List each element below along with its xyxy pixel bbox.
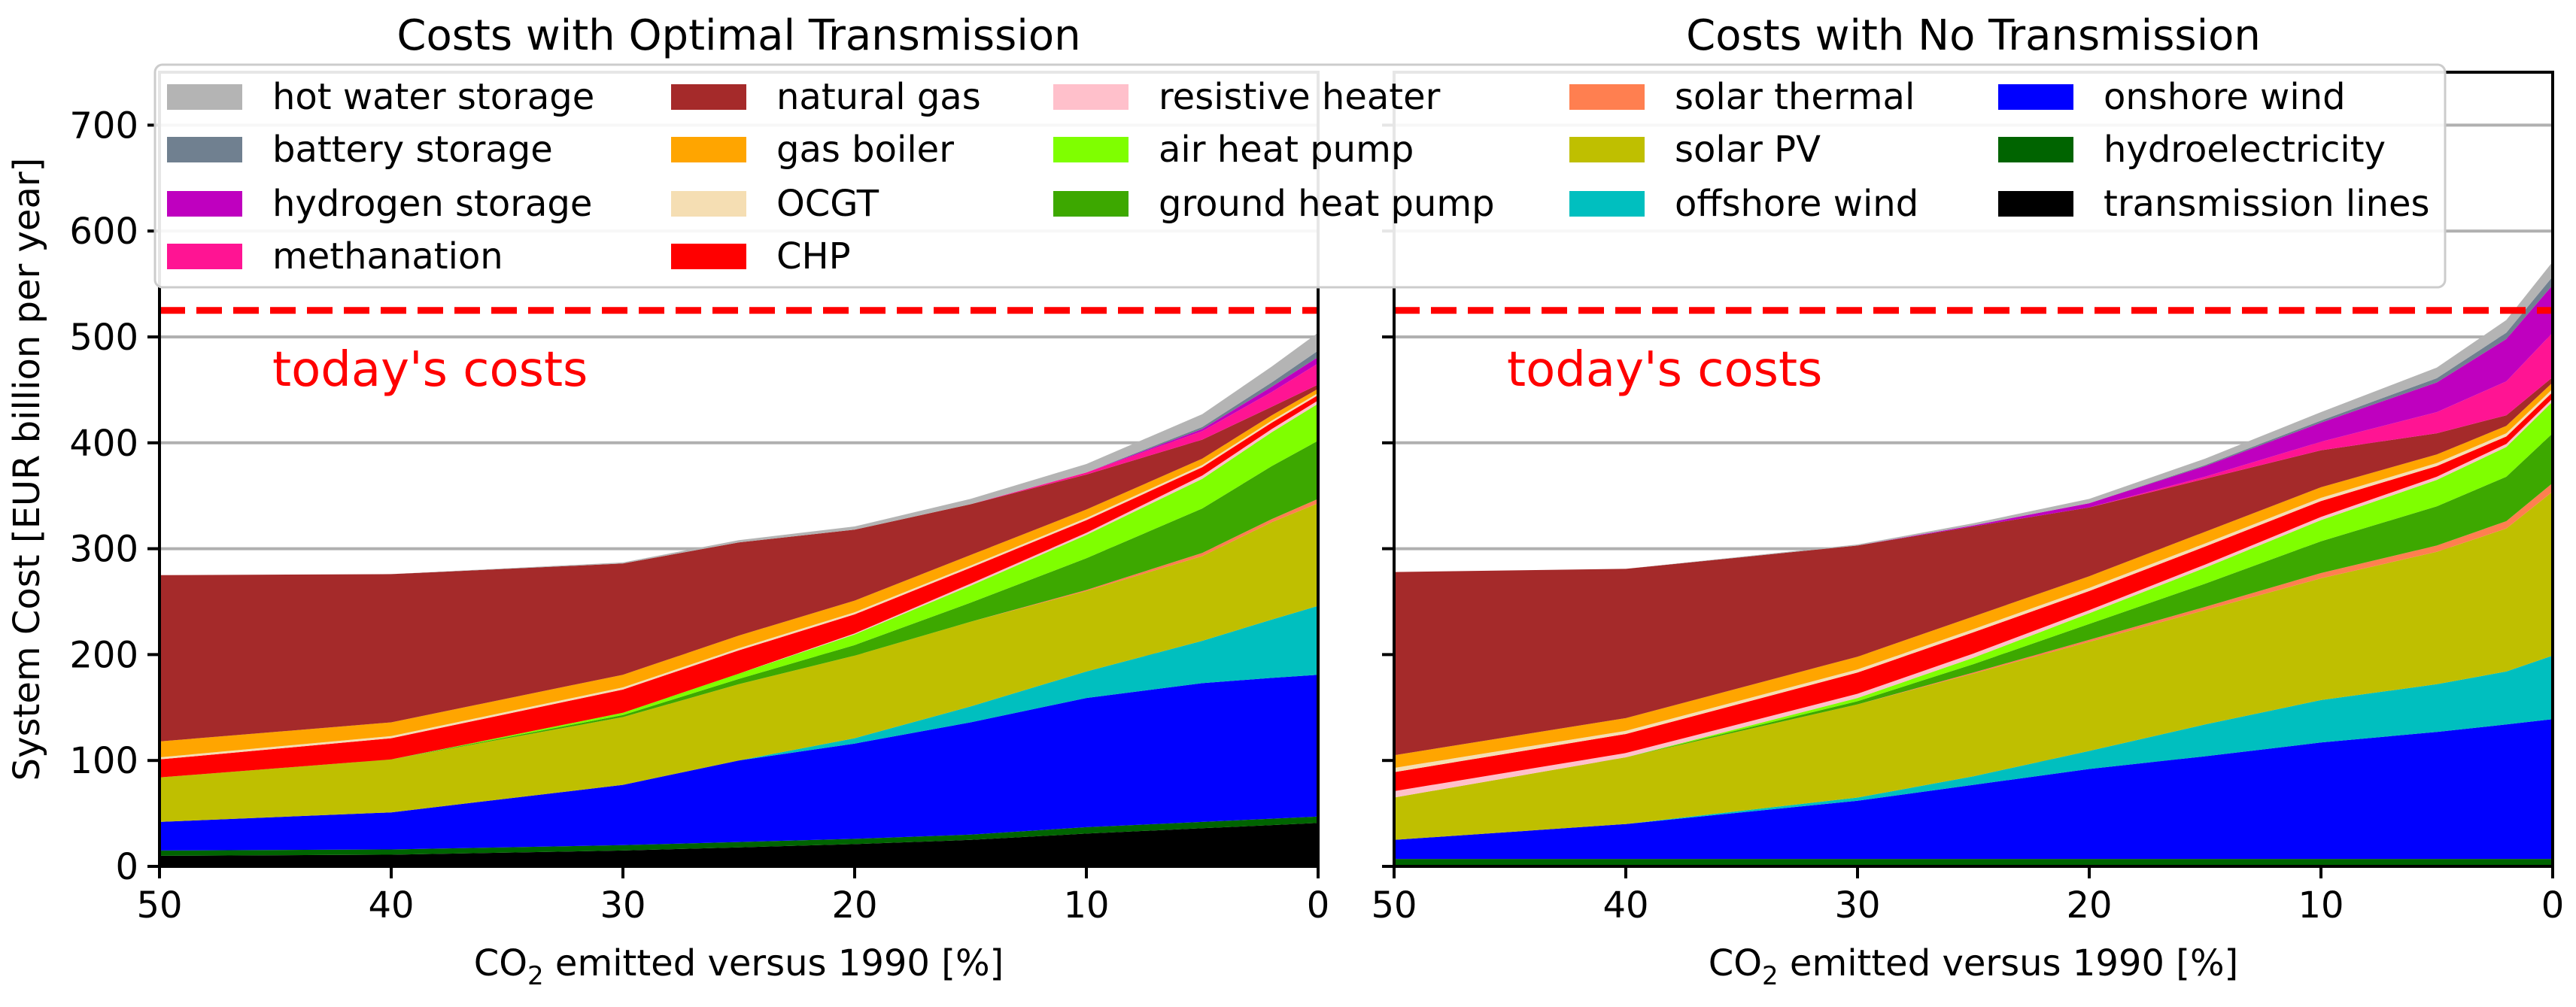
legend-swatch [167, 84, 242, 110]
legend-item-gas-boiler: gas boiler [671, 129, 954, 171]
legend-label: OCGT [776, 183, 879, 225]
x-tick-label: 0 [1307, 884, 1330, 927]
legend-item-resistive-heater: resistive heater [1053, 76, 1441, 118]
legend-swatch [167, 244, 242, 269]
area-solar-pv [159, 503, 1318, 822]
stacked-areas [159, 332, 1318, 866]
legend-swatch [1569, 191, 1645, 217]
legend-label: ground heat pump [1159, 183, 1495, 225]
area-hydroelectricity [159, 816, 1318, 856]
legend-swatch [671, 137, 746, 162]
x-tick-label: 20 [2066, 884, 2112, 927]
x-tick-label: 40 [1602, 884, 1648, 927]
legend-item-battery-storage: battery storage [167, 129, 553, 171]
legend-label: air heat pump [1159, 129, 1414, 171]
stacked-areas [1394, 262, 2553, 866]
y-axis-label: System Cost [EUR billion per year] [6, 158, 48, 781]
y-axis-ticks: 0 100 200 300 400 500 600 700 [69, 105, 159, 888]
area-hydrogen-storage [1394, 285, 2553, 572]
legend-item-transmission-lines: transmission lines [1998, 183, 2430, 225]
legend-label: onshore wind [2104, 76, 2346, 118]
legend-item-natural-gas: natural gas [671, 76, 981, 118]
y-tick-label: 400 [69, 423, 138, 465]
chart-title: Costs with Optimal Transmission [396, 11, 1080, 60]
legend-swatch [1053, 191, 1129, 217]
y-tick-label: 600 [69, 211, 138, 253]
legend-item-ground-heat-pump: ground heat pump [1053, 183, 1495, 225]
legend-label: natural gas [776, 76, 981, 118]
legend-swatch [1569, 137, 1645, 162]
x-tick-label: 50 [136, 884, 182, 927]
x-tick-label: 20 [831, 884, 877, 927]
legend-item-ocgt: OCGT [671, 183, 879, 225]
legend-item-hot-water-storage: hot water storage [167, 76, 594, 118]
area-onshore-wind [1394, 719, 2553, 860]
legend-item-methanation: methanation [167, 235, 503, 278]
legend-label: gas boiler [776, 129, 954, 171]
y-tick-label: 700 [69, 105, 138, 147]
x-axis-label: CO2 emitted versus 1990 [%] [474, 942, 1004, 991]
legend-swatch [1998, 191, 2073, 217]
area-transmission-lines [159, 823, 1318, 866]
legend-label: hot water storage [272, 76, 594, 118]
area-hydroelectricity [1394, 859, 2553, 866]
area-onshore-wind [159, 675, 1318, 851]
legend-label: hydrogen storage [272, 183, 592, 225]
legend: hot water storage battery storage hydrogen… [153, 63, 2447, 289]
x-axis-ticks: 50 40 30 20 10 0 [136, 866, 1329, 927]
legend-label: solar thermal [1675, 76, 1915, 118]
legend-label: CHP [776, 235, 851, 278]
x-tick-label: 10 [2298, 884, 2344, 927]
y-tick-label: 100 [69, 740, 138, 782]
x-axis-ticks: 50 40 30 20 10 0 [1371, 866, 2564, 927]
x-tick-label: 30 [1834, 884, 1880, 927]
legend-label: methanation [272, 235, 503, 278]
legend-item-air-heat-pump: air heat pump [1053, 129, 1414, 171]
legend-label: solar PV [1675, 129, 1821, 171]
legend-item-hydrogen-storage: hydrogen storage [167, 183, 592, 225]
x-tick-label: 30 [600, 884, 646, 927]
legend-swatch [167, 137, 242, 162]
y-tick-label: 0 [115, 846, 138, 888]
area-natural-gas [1394, 377, 2553, 756]
legend-label: transmission lines [2104, 183, 2430, 225]
legend-item-chp: CHP [671, 235, 851, 278]
x-axis-label: CO2 emitted versus 1990 [%] [1709, 942, 2239, 991]
todays-costs-label: today's costs [1507, 342, 1822, 398]
legend-swatch [1053, 84, 1129, 110]
y-tick-label: 300 [69, 529, 138, 571]
legend-swatch [671, 191, 746, 217]
legend-swatch [671, 84, 746, 110]
y-tick-label: 500 [69, 317, 138, 359]
legend-item-hydroelectricity: hydroelectricity [1998, 129, 2386, 171]
legend-label: resistive heater [1159, 76, 1441, 118]
legend-swatch [1569, 84, 1645, 110]
legend-item-solar-pv: solar PV [1569, 129, 1821, 171]
legend-item-offshore-wind: offshore wind [1569, 183, 1918, 225]
legend-item-onshore-wind: onshore wind [1998, 76, 2346, 118]
x-tick-label: 10 [1063, 884, 1109, 927]
x-tick-label: 50 [1371, 884, 1417, 927]
x-tick-label: 40 [368, 884, 414, 927]
area-hot-water-storage [1394, 262, 2553, 572]
area-natural-gas [159, 384, 1318, 742]
y-tick-label: 200 [69, 634, 138, 676]
chart-title: Costs with No Transmission [1686, 11, 2261, 60]
panel-no-transmission: today's costs 50 40 30 20 10 0 Costs with No … [1371, 11, 2564, 991]
legend-label: hydroelectricity [2104, 129, 2386, 171]
panel-optimal-transmission: today's costs 50 40 30 20 10 0 01002003004005… [69, 11, 1329, 991]
legend-box [153, 63, 2447, 289]
legend-swatch [1053, 137, 1129, 162]
area-solar-pv [1394, 491, 2553, 840]
legend-swatch [671, 244, 746, 269]
legend-swatch [167, 191, 242, 217]
legend-item-solar-thermal: solar thermal [1569, 76, 1915, 118]
legend-label: offshore wind [1675, 183, 1918, 225]
legend-swatch [1998, 137, 2073, 162]
todays-costs-label: today's costs [272, 342, 588, 398]
legend-swatch [1998, 84, 2073, 110]
legend-label: battery storage [272, 129, 553, 171]
x-tick-label: 0 [2541, 884, 2565, 927]
